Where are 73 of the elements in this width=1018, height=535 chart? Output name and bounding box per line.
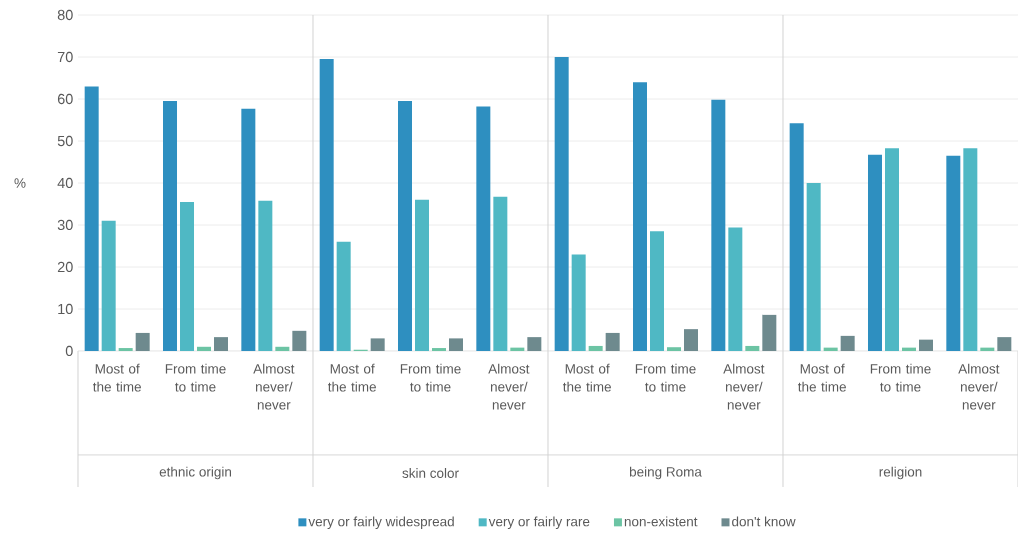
bar	[745, 345, 760, 351]
bar	[605, 332, 620, 351]
bar	[258, 200, 273, 351]
y-tick-label: 60	[57, 93, 73, 105]
bar	[370, 338, 385, 351]
legend-label: very or fairly rare	[488, 516, 590, 530]
bar	[180, 201, 195, 351]
bar	[650, 231, 664, 351]
y-tick-label: 20	[57, 261, 73, 273]
text: religion	[879, 466, 922, 480]
bar	[554, 56, 569, 351]
bar	[806, 182, 821, 351]
x-tick-label: From time to time	[870, 363, 931, 392]
x-tick-label: Almost never/ never	[253, 363, 295, 410]
bar	[336, 241, 351, 351]
legend-label: don't know	[732, 516, 796, 527]
x-tick-label: From time to time	[635, 363, 696, 392]
x-tick-label: Almost never/ never	[488, 363, 530, 410]
bar	[633, 82, 647, 351]
y-axis-title: %	[14, 178, 26, 188]
y-tick-label: 10	[58, 303, 73, 315]
bar	[946, 155, 961, 351]
bar	[163, 101, 178, 351]
text: being Roma	[629, 466, 702, 480]
bar	[432, 348, 446, 351]
bar	[135, 332, 150, 351]
x-tick-label: Most of the time	[93, 363, 141, 392]
y-tick-label: 0	[65, 345, 73, 357]
x-tick-label: Most of the time	[797, 363, 846, 392]
bar	[84, 86, 99, 351]
bar	[840, 335, 855, 351]
y-tick-label: 40	[57, 177, 73, 189]
bar	[118, 348, 133, 351]
bar	[997, 337, 1012, 351]
bar	[101, 220, 116, 351]
bar	[728, 227, 743, 351]
x-tick-label: Almost never/ never	[723, 363, 765, 410]
bar	[684, 329, 698, 351]
bar	[241, 108, 256, 351]
bar	[762, 314, 777, 351]
x-tick-label: From time to time	[165, 363, 226, 392]
bar	[493, 196, 508, 351]
y-tick-label: 50	[57, 135, 73, 147]
bar	[711, 99, 726, 351]
bar	[214, 337, 229, 351]
bar	[197, 346, 212, 351]
bar	[963, 148, 978, 351]
bar	[319, 59, 334, 351]
bar	[571, 254, 586, 351]
y-tick-label: 70	[57, 51, 73, 63]
bar	[415, 199, 430, 351]
bar	[398, 101, 413, 351]
text: ethnic origin	[159, 466, 231, 480]
bar	[588, 345, 603, 351]
bar	[868, 154, 882, 351]
bar	[275, 346, 290, 351]
legend-label: non-existent	[624, 516, 698, 527]
bar	[885, 148, 899, 351]
x-tick-label: Most of the time	[562, 363, 611, 392]
text: skin color	[402, 468, 459, 478]
bar	[527, 337, 542, 351]
y-tick-label: 80	[57, 9, 73, 21]
x-tick-label: From time to time	[400, 363, 461, 392]
bar	[292, 330, 307, 351]
x-tick-label: Most of the time	[327, 363, 376, 392]
bar	[667, 347, 681, 351]
bar	[476, 106, 491, 351]
bar	[789, 123, 804, 351]
y-tick-label: 30	[57, 219, 73, 231]
bar	[449, 338, 463, 351]
legend-label: very or fairly widespread	[308, 516, 454, 530]
x-tick-label: Almost never/ never	[958, 363, 1000, 410]
bar	[919, 339, 933, 351]
